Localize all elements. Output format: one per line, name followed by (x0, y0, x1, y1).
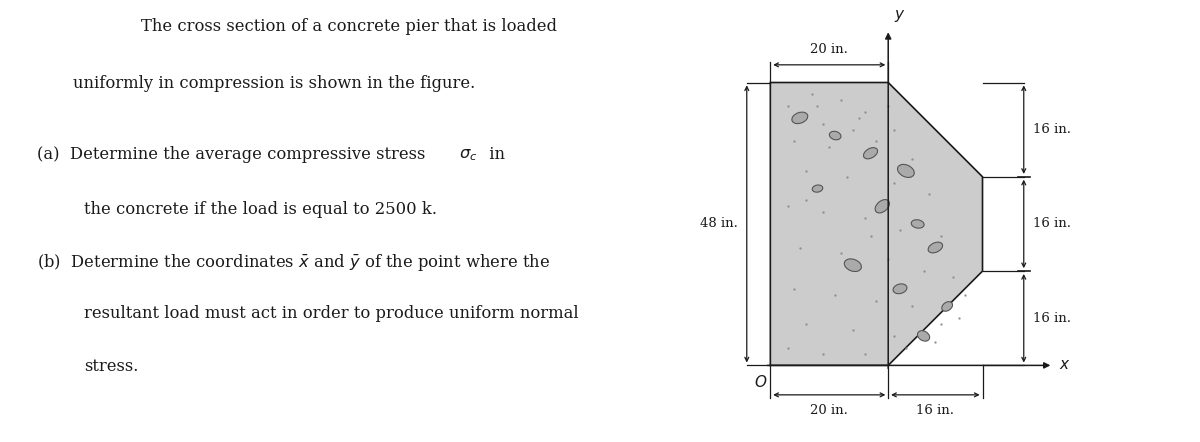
Ellipse shape (864, 148, 877, 159)
Text: 48 in.: 48 in. (700, 217, 738, 230)
Text: 20 in.: 20 in. (810, 404, 848, 417)
Text: 20 in.: 20 in. (810, 43, 848, 56)
Text: (b)  Determine the coordinates $\bar{x}$ and $\bar{y}$ of the point where the: (b) Determine the coordinates $\bar{x}$ … (37, 252, 551, 273)
Text: $O$: $O$ (754, 374, 768, 390)
Ellipse shape (928, 242, 942, 253)
Ellipse shape (898, 164, 914, 177)
Text: uniformly in compression is shown in the figure.: uniformly in compression is shown in the… (73, 75, 475, 92)
Text: 16 in.: 16 in. (1033, 217, 1070, 230)
Text: The cross section of a concrete pier that is loaded: The cross section of a concrete pier tha… (142, 18, 558, 34)
Text: 16 in.: 16 in. (1033, 123, 1070, 136)
Text: $x$: $x$ (1060, 358, 1070, 373)
Text: $y$: $y$ (894, 8, 906, 23)
Ellipse shape (875, 200, 889, 213)
Ellipse shape (812, 185, 823, 192)
Ellipse shape (942, 302, 953, 311)
Ellipse shape (792, 112, 808, 124)
Ellipse shape (918, 331, 930, 341)
Polygon shape (770, 83, 983, 366)
Text: 16 in.: 16 in. (1033, 312, 1070, 325)
Ellipse shape (893, 284, 907, 293)
Text: the concrete if the load is equal to 2500 k.: the concrete if the load is equal to 250… (84, 201, 437, 218)
Ellipse shape (845, 259, 862, 271)
Text: 16 in.: 16 in. (917, 404, 954, 417)
Text: stress.: stress. (84, 358, 139, 375)
Text: (a)  Determine the average compressive stress: (a) Determine the average compressive st… (37, 146, 431, 163)
Text: in: in (484, 146, 505, 163)
Text: resultant load must act in order to produce uniform normal: resultant load must act in order to prod… (84, 305, 578, 322)
Text: $\mathit{\sigma}_c$: $\mathit{\sigma}_c$ (458, 146, 478, 163)
Ellipse shape (829, 131, 841, 140)
Ellipse shape (911, 220, 924, 228)
